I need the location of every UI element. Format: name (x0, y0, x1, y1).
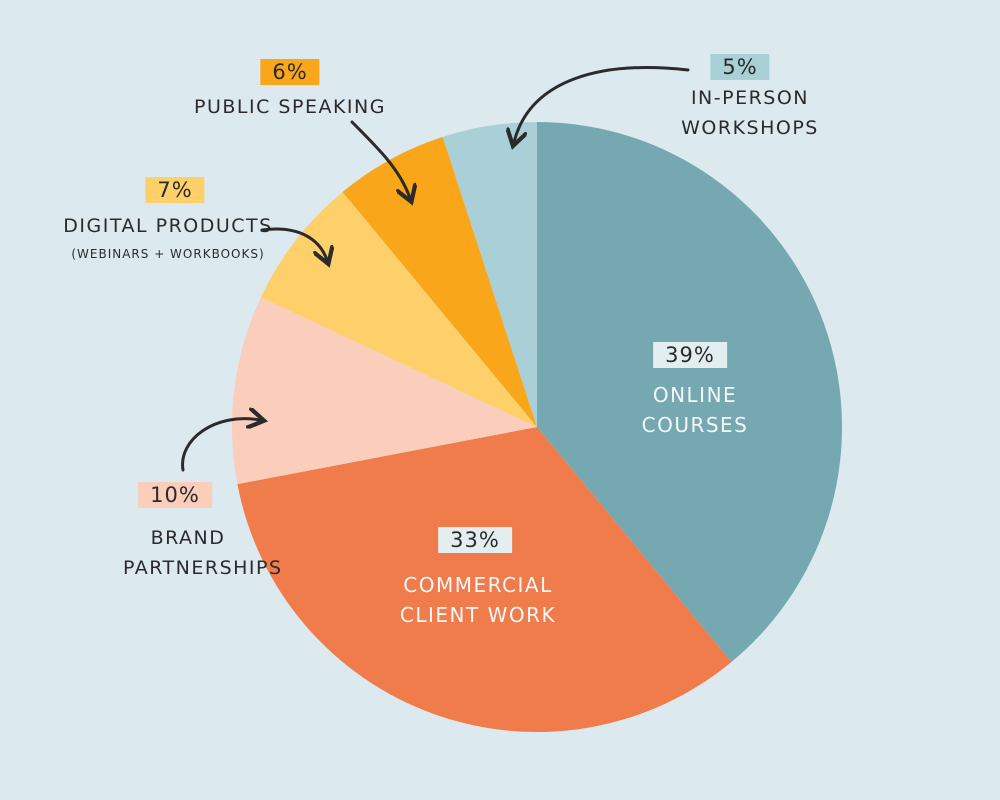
arrow (260, 227, 327, 260)
value-label: 33% (438, 527, 512, 553)
category-sublabel: (WEBINARS + WORKBOOKS) (71, 247, 265, 261)
arrow (350, 120, 410, 198)
value-label: 7% (145, 177, 205, 203)
category-label: BRAND PARTNERSHIPS (123, 527, 283, 579)
pie-slice (537, 122, 842, 663)
value-label: 5% (710, 54, 770, 80)
arrows (181, 66, 690, 472)
category-label: DIGITAL PRODUCTS (63, 215, 273, 237)
category-label: ONLINE COURSES (641, 383, 749, 437)
value-label: 39% (653, 342, 727, 368)
arrow (514, 66, 690, 142)
pie (232, 122, 842, 732)
pie-slice (237, 427, 732, 732)
category-label: IN-PERSON WORKSHOPS (681, 87, 819, 139)
value-label: 6% (260, 59, 320, 85)
pie-slice (442, 122, 537, 427)
category-label: COMMERCIAL CLIENT WORK (399, 573, 557, 627)
value-label: 10% (138, 482, 212, 508)
pie-slice (342, 136, 537, 427)
pie-slice (232, 297, 538, 485)
category-label: PUBLIC SPEAKING (194, 96, 386, 118)
arrow (181, 419, 260, 472)
